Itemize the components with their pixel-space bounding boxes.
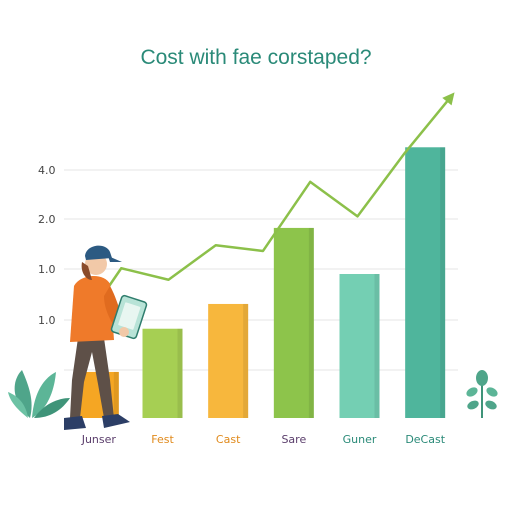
y-tick-label: 1.0 xyxy=(38,263,56,276)
x-tick-label: Junser xyxy=(81,433,117,446)
bar-fest xyxy=(142,328,183,418)
bar-decast xyxy=(405,147,446,418)
y-axis-ticks: 4.0 2.0 1.0 1.0 xyxy=(38,164,56,327)
x-tick-label: Cast xyxy=(216,433,241,446)
y-tick-label: 2.0 xyxy=(38,213,56,226)
leafy-plant-left-icon xyxy=(8,370,70,418)
bar-shade xyxy=(440,147,446,418)
bar-shade xyxy=(113,371,119,418)
bar-shade xyxy=(243,303,249,418)
trend-arrow-head xyxy=(442,92,455,106)
bar-shade xyxy=(177,328,183,418)
x-tick-label: Fest xyxy=(151,433,174,446)
bar-guner xyxy=(339,274,380,418)
bar-shade xyxy=(374,274,380,418)
trend-line xyxy=(72,92,455,339)
bars xyxy=(78,147,446,418)
y-tick-label: 4.0 xyxy=(38,164,56,177)
bar-shade xyxy=(308,227,314,418)
x-tick-label: Guner xyxy=(343,433,377,446)
y-tick-label: 1.0 xyxy=(38,314,56,327)
trend-line-path xyxy=(72,94,453,339)
chart-title: Cost with fae corstaped? xyxy=(140,46,372,69)
grid xyxy=(64,169,458,371)
person-with-tablet-icon xyxy=(64,245,148,430)
sprout-plant-right-icon xyxy=(466,370,498,418)
bar-sare xyxy=(273,227,314,418)
bar-cast xyxy=(208,303,249,418)
x-axis-labels: Junser Fest Cast Sare Guner DeCast xyxy=(81,433,446,446)
x-tick-label: Sare xyxy=(281,433,306,446)
x-tick-label: DeCast xyxy=(405,433,445,446)
